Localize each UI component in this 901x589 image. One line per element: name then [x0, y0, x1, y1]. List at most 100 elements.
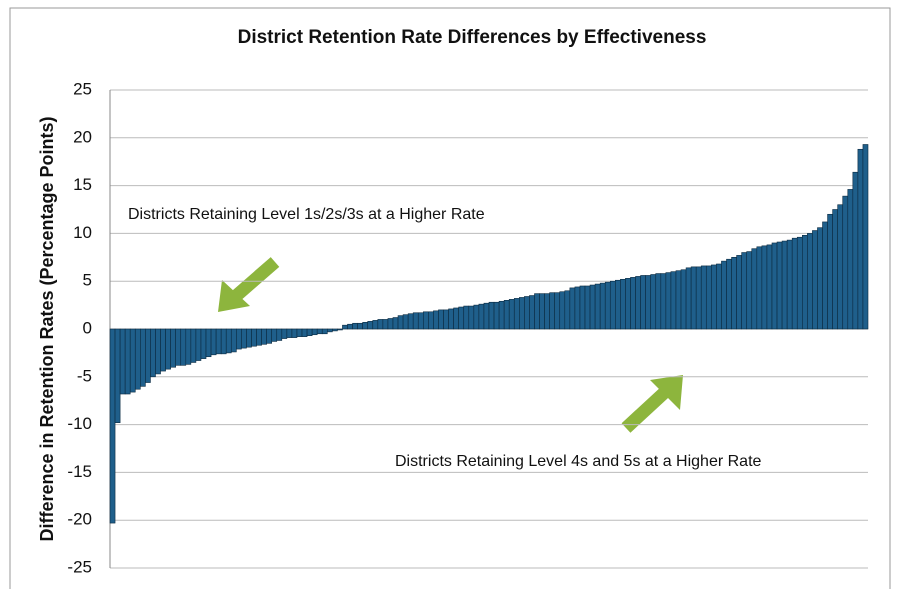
bar: [721, 260, 727, 330]
bar: [609, 280, 616, 330]
bar: [716, 263, 722, 330]
bar: [680, 269, 687, 330]
bar: [640, 275, 646, 330]
y-tick-label: -15: [67, 462, 92, 481]
bar: [503, 300, 510, 330]
bar: [387, 318, 394, 330]
arrow: [218, 257, 280, 312]
bar: [670, 271, 677, 330]
bar: [251, 328, 257, 347]
bar: [483, 302, 490, 330]
bar: [367, 321, 374, 330]
bar: [276, 328, 283, 341]
bar: [347, 323, 353, 330]
bar: [417, 312, 424, 330]
bar: [559, 291, 566, 330]
y-axis-label: Difference in Retention Rates (Percentag…: [37, 116, 57, 541]
bar: [736, 255, 742, 330]
bar: [337, 328, 343, 331]
bar: [685, 267, 692, 330]
bar: [620, 278, 626, 330]
bar: [589, 284, 596, 330]
y-tick-label: -5: [77, 366, 92, 385]
bar: [615, 279, 621, 330]
bar: [731, 256, 737, 330]
bar: [604, 281, 611, 330]
bar: [549, 292, 555, 330]
bar: [690, 266, 697, 330]
bar: [407, 313, 414, 330]
bar: [220, 328, 227, 355]
bar: [165, 328, 171, 370]
bar: [519, 297, 525, 330]
bar: [286, 328, 293, 338]
bar: [332, 328, 338, 332]
bar: [534, 293, 540, 330]
annotation: Districts Retaining Level 1s/2s/3s at a …: [128, 206, 485, 223]
bar: [301, 328, 308, 337]
bar: [569, 287, 576, 330]
bar: [150, 328, 156, 378]
y-tick-label: 25: [73, 79, 92, 98]
y-tick-label: 20: [73, 127, 92, 146]
bar: [564, 290, 571, 330]
bar: [170, 328, 176, 368]
bar: [478, 303, 485, 330]
bar: [124, 328, 131, 395]
bar: [655, 273, 662, 330]
bar: [660, 273, 667, 330]
bar: [271, 328, 278, 342]
bar: [807, 233, 813, 330]
bar: [498, 300, 505, 330]
bar: [129, 328, 136, 393]
bar: [316, 328, 323, 335]
bar: [205, 328, 212, 358]
bar: [428, 311, 434, 330]
bar: [256, 328, 262, 346]
bar: [746, 251, 753, 330]
y-tick-label: 10: [73, 223, 92, 242]
bar: [236, 328, 242, 350]
bar: [599, 282, 606, 330]
bar: [175, 328, 182, 366]
bar: [145, 328, 151, 383]
bar: [513, 298, 520, 330]
bar: [140, 328, 146, 387]
bar: [402, 314, 409, 330]
bar: [862, 144, 869, 330]
bar: [397, 315, 404, 330]
bar: [443, 309, 449, 330]
annotation: Districts Retaining Level 4s and 5s at a…: [395, 453, 762, 470]
bar: [160, 328, 166, 372]
bar: [261, 328, 267, 345]
bar: [675, 270, 682, 330]
bar: [362, 322, 369, 330]
bar: [827, 213, 833, 330]
bar: [114, 328, 121, 423]
bar: [645, 275, 652, 330]
y-tick-label: -20: [67, 510, 92, 529]
bar: [822, 221, 828, 330]
bar: [155, 328, 161, 375]
bar: [695, 266, 702, 330]
bar: [539, 293, 545, 330]
y-tick-label: 0: [83, 318, 92, 337]
bar: [812, 230, 818, 330]
bar: [266, 328, 273, 344]
bar: [842, 195, 849, 330]
bar: [786, 239, 793, 330]
bar: [847, 189, 854, 330]
bar: [458, 306, 465, 330]
bar: [448, 308, 454, 330]
bar: [635, 276, 641, 330]
bar: [134, 328, 141, 390]
bar: [296, 328, 303, 337]
bar: [625, 278, 631, 330]
y-tick-label: -25: [67, 557, 92, 576]
bar: [711, 264, 717, 330]
bar: [306, 328, 313, 336]
bar: [579, 285, 586, 330]
bar: [761, 245, 768, 330]
arrow-head: [218, 280, 250, 312]
